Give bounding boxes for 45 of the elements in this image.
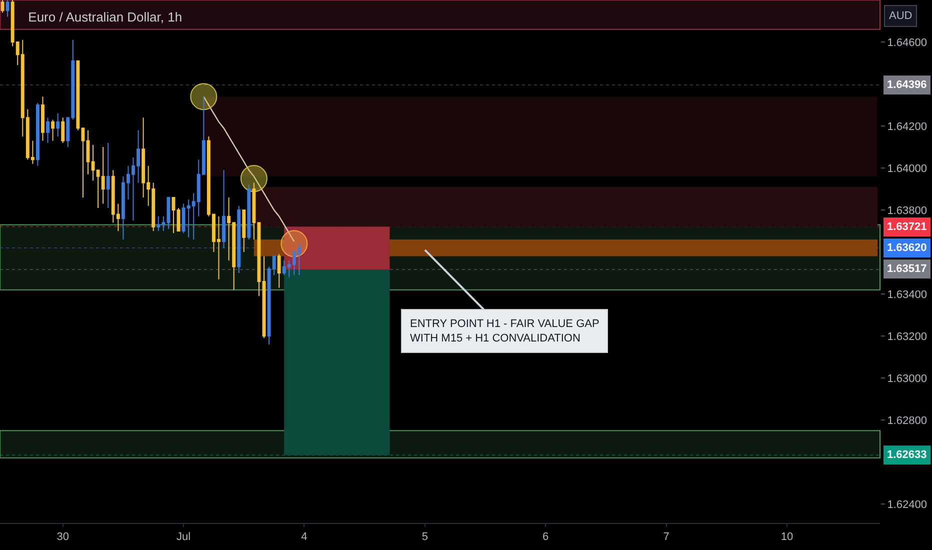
annotation: ENTRY POINT H1 - FAIR VALUE GAP WITH M15 + H1 CONVALIDATION [410, 318, 600, 344]
candlestick [86, 130, 90, 175]
point [240, 165, 268, 192]
x-tick-label: 7 [663, 531, 670, 544]
text: Euro / Australian Dollar, 1h [28, 10, 182, 25]
candlestick [242, 210, 246, 253]
candlestick [36, 102, 40, 166]
candlestick [56, 112, 60, 138]
x-tick-label: 30 [56, 531, 69, 544]
ref-line-label: 1.63721 [887, 221, 927, 233]
candlestick [176, 207, 180, 232]
candlestick [277, 254, 281, 288]
y-tick-label: 1.64600 [887, 36, 927, 49]
candlestick [46, 117, 50, 144]
y-tick-label: 1.62800 [887, 414, 927, 427]
y-axis-title: AUD [889, 10, 912, 22]
x-tick-label: 4 [301, 531, 308, 544]
candlestick [172, 196, 176, 234]
point [280, 230, 308, 258]
candlestick [262, 256, 266, 339]
candlestick [51, 119, 55, 142]
point [190, 83, 218, 110]
y-tick-label: 1.63800 [887, 204, 927, 217]
candlestick [222, 170, 226, 248]
ref-line-label: 1.62633 [887, 449, 927, 461]
y-tick-label: 1.64200 [887, 120, 927, 133]
y-tick-label: 1.64000 [887, 162, 927, 175]
candlestick [6, 0, 10, 18]
y-tick-label: 1.63400 [887, 288, 927, 301]
x-tick-label: 10 [780, 531, 794, 544]
x-tick-label: Jul [176, 531, 191, 544]
y-tick-label: 1.63200 [887, 330, 927, 343]
x-tick-label: 5 [422, 531, 428, 544]
ref-line-label: 1.63620 [887, 242, 927, 254]
candlestick [247, 184, 251, 240]
candlestick [106, 142, 110, 208]
candlestick [0, 0, 4, 14]
y-tick-label: 1.62400 [887, 498, 927, 511]
candlestick [61, 117, 65, 144]
candlestick [237, 205, 241, 274]
ref-line-label: 1.63517 [887, 263, 927, 275]
y-tick-label: 1.63000 [887, 372, 927, 385]
candlestick [41, 96, 44, 142]
ref-line-label: 1.64396 [887, 79, 927, 91]
x-tick-label: 6 [542, 531, 549, 544]
